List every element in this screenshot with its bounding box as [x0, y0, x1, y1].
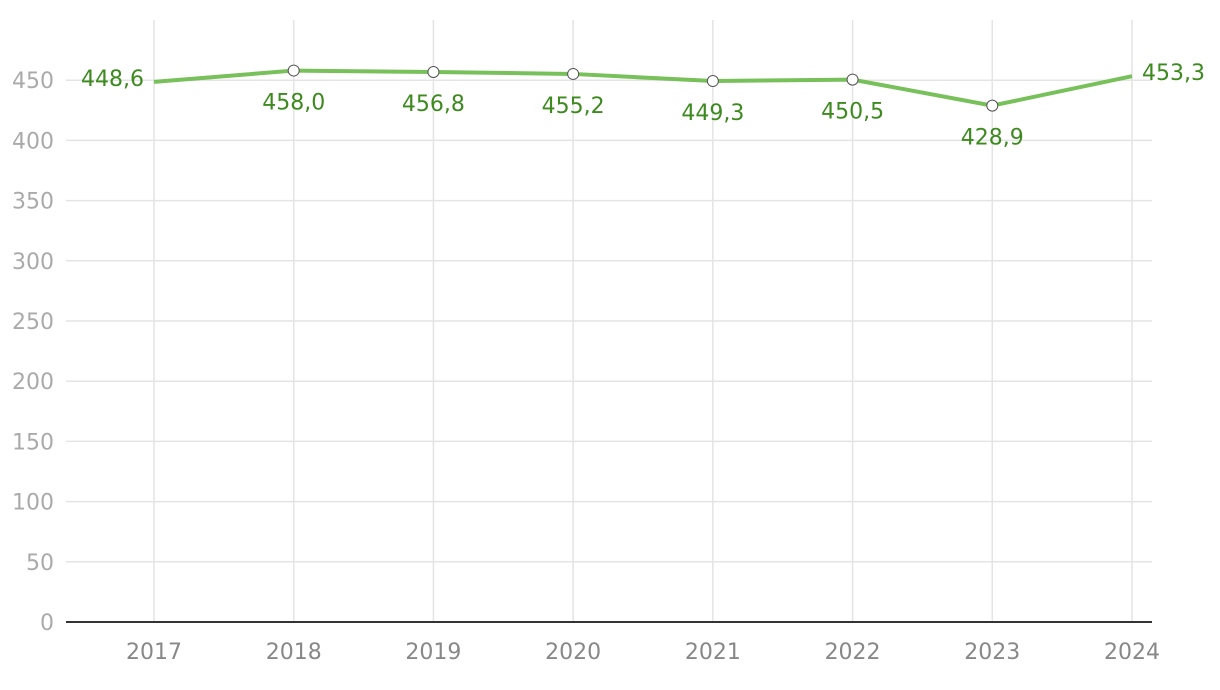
x-tick-label: 2019 [405, 640, 461, 665]
point [986, 99, 999, 112]
x-tick-label: 2024 [1104, 640, 1160, 665]
point [427, 66, 440, 79]
value-label: 448,6 [81, 67, 144, 92]
y-tick-label: 350 [12, 190, 54, 215]
point [706, 75, 719, 88]
y-tick-label: 0 [40, 611, 54, 636]
line [153, 68, 1133, 108]
y-tick-label: 100 [12, 491, 54, 516]
point [567, 67, 580, 80]
y-tick-label: 50 [26, 551, 54, 576]
y-tick-label: 250 [12, 310, 54, 335]
x-tick-label: 2023 [964, 640, 1020, 665]
x-tick-label: 2022 [825, 640, 881, 665]
y-tick-label: 300 [12, 250, 54, 275]
value-label: 449,3 [681, 101, 744, 126]
point [287, 64, 300, 77]
x-tick-label: 2020 [545, 640, 601, 665]
y-tick-label: 150 [12, 430, 54, 455]
y-tick-label: 450 [12, 69, 54, 94]
x-tick-label: 2017 [126, 640, 182, 665]
point [846, 73, 859, 86]
value-label: 458,0 [262, 91, 325, 116]
value-label: 428,9 [961, 126, 1024, 151]
value-label: 450,5 [821, 100, 884, 125]
x-tick-label: 2021 [685, 640, 741, 665]
x-tick-label: 2018 [266, 640, 322, 665]
value-label: 453,3 [1142, 61, 1205, 86]
y-tick-label: 200 [12, 370, 54, 395]
value-label: 456,8 [402, 92, 465, 117]
value-label: 455,2 [542, 94, 605, 119]
y-tick-label: 400 [12, 129, 54, 154]
